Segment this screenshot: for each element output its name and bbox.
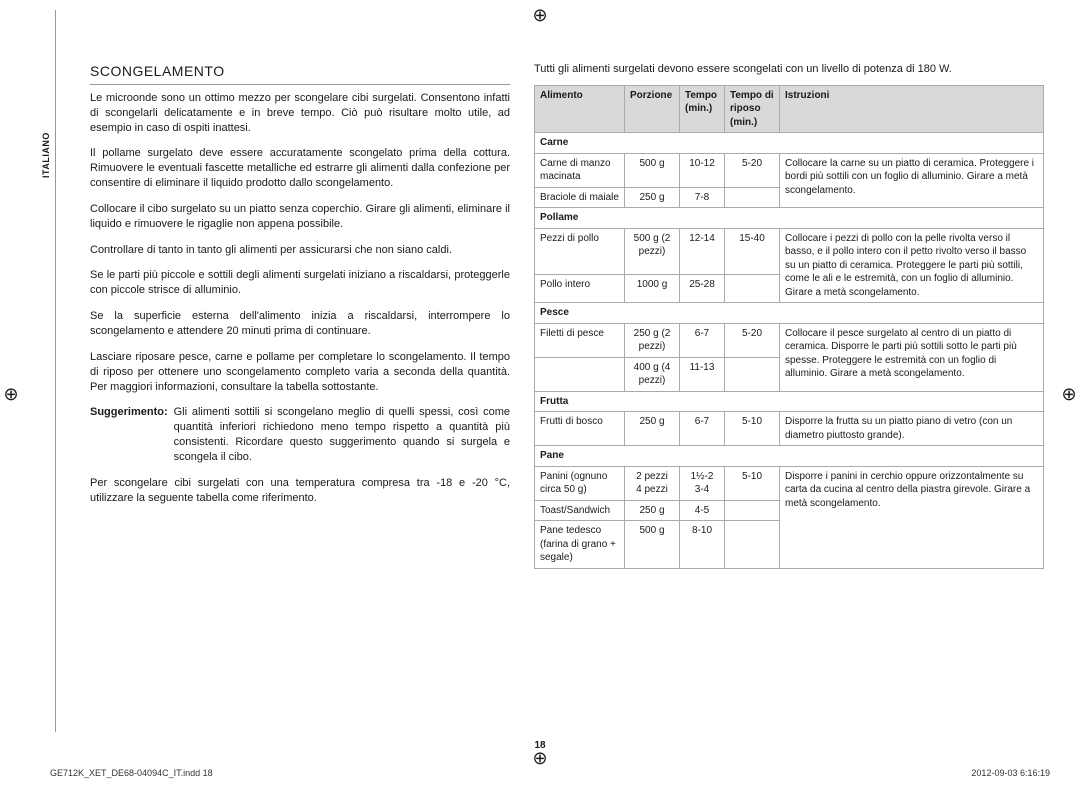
table-cell: 6-7 (680, 412, 725, 446)
table-cell: 4-5 (680, 500, 725, 521)
footer-filename: GE712K_XET_DE68-04094C_IT.indd 18 (50, 767, 213, 779)
table-cell (725, 500, 780, 521)
table-category: Pollame (535, 208, 1044, 229)
body-paragraph: Collocare il cibo surgelato su un piatto… (90, 202, 510, 232)
table-cell: 250 g (625, 187, 680, 208)
left-column: SCONGELAMENTO Le microonde sono un ottim… (50, 62, 510, 569)
table-cell: Frutti di bosco (535, 412, 625, 446)
body-paragraph: Lasciare riposare pesce, carne e pollame… (90, 350, 510, 395)
footer-timestamp: 2012-09-03 6:16:19 (971, 767, 1050, 779)
body-paragraph: Il pollame surgelato deve essere accurat… (90, 146, 510, 191)
table-category: Pesce (535, 303, 1044, 324)
table-instructions: Disporre la frutta su un piatto piano di… (780, 412, 1044, 446)
table-cell: 1½-23-4 (680, 466, 725, 500)
table-cell: Toast/Sandwich (535, 500, 625, 521)
table-cell: 8-10 (680, 521, 725, 569)
table-cell: 5-10 (725, 412, 780, 446)
table-cell: Panini (ognuno circa 50 g) (535, 466, 625, 500)
table-cell: 250 g (2 pezzi) (625, 323, 680, 357)
table-cell: 400 g (4 pezzi) (625, 357, 680, 391)
tip-text: Gli alimenti sottili si scongelano megli… (174, 405, 510, 464)
table-cell: 500 g (625, 153, 680, 187)
table-cell: 500 g (625, 521, 680, 569)
table-header: Alimento (535, 85, 625, 133)
table-header: Porzione (625, 85, 680, 133)
right-intro: Tutti gli alimenti surgelati devono esse… (534, 62, 1044, 77)
table-cell: 5-10 (725, 466, 780, 500)
table-cell: 2 pezzi4 pezzi (625, 466, 680, 500)
body-paragraph: Se le parti più piccole e sottili degli … (90, 268, 510, 298)
table-category: Frutta (535, 391, 1044, 412)
table-cell: 7-8 (680, 187, 725, 208)
right-column: Tutti gli alimenti surgelati devono esse… (534, 62, 1044, 569)
section-heading: SCONGELAMENTO (90, 62, 510, 85)
body-paragraph: Se la superficie esterna dell'alimento i… (90, 309, 510, 339)
table-instructions: Collocare i pezzi di pollo con la pelle … (780, 228, 1044, 303)
body-paragraph: Le microonde sono un ottimo mezzo per sc… (90, 91, 510, 136)
table-category: Pane (535, 446, 1044, 467)
table-header: Tempo (min.) (680, 85, 725, 133)
table-category: Carne (535, 133, 1044, 154)
table-instructions: Collocare il pesce surgelato al centro d… (780, 323, 1044, 391)
table-cell: 12-14 (680, 228, 725, 274)
table-header: Istruzioni (780, 85, 1044, 133)
page-number: 18 (534, 739, 545, 753)
table-cell (725, 187, 780, 208)
table-cell: 250 g (625, 412, 680, 446)
body-paragraph: Controllare di tanto in tanto gli alimen… (90, 243, 510, 258)
table-cell: Pane tedesco (farina di grano + segale) (535, 521, 625, 569)
table-instructions: Collocare la carne su un piatto di ceram… (780, 153, 1044, 208)
table-cell: 15-40 (725, 228, 780, 274)
page-content: SCONGELAMENTO Le microonde sono un ottim… (0, 0, 1080, 569)
table-cell: 500 g (2 pezzi) (625, 228, 680, 274)
table-instructions: Disporre i panini in cerchio oppure oriz… (780, 466, 1044, 568)
table-cell: 1000 g (625, 275, 680, 303)
table-cell: 5-20 (725, 323, 780, 357)
table-cell: Carne di manzo macinata (535, 153, 625, 187)
table-cell (725, 521, 780, 569)
table-cell (725, 275, 780, 303)
table-cell: 6-7 (680, 323, 725, 357)
footer: GE712K_XET_DE68-04094C_IT.indd 18 2012-0… (50, 767, 1050, 779)
table-cell: 10-12 (680, 153, 725, 187)
table-cell: 25-28 (680, 275, 725, 303)
left-final-paragraph: Per scongelare cibi surgelati con una te… (90, 476, 510, 506)
tip-block: Suggerimento: Gli alimenti sottili si sc… (90, 405, 510, 464)
table-cell (535, 357, 625, 391)
table-cell: 11-13 (680, 357, 725, 391)
tip-label: Suggerimento: (90, 405, 168, 464)
table-cell: Filetti di pesce (535, 323, 625, 357)
table-cell: 5-20 (725, 153, 780, 187)
table-cell: Pezzi di pollo (535, 228, 625, 274)
table-cell: Pollo intero (535, 275, 625, 303)
table-cell: Braciole di maiale (535, 187, 625, 208)
table-cell: 250 g (625, 500, 680, 521)
table-cell (725, 357, 780, 391)
defrost-table: AlimentoPorzioneTempo (min.)Tempo di rip… (534, 85, 1044, 569)
table-header: Tempo di riposo (min.) (725, 85, 780, 133)
